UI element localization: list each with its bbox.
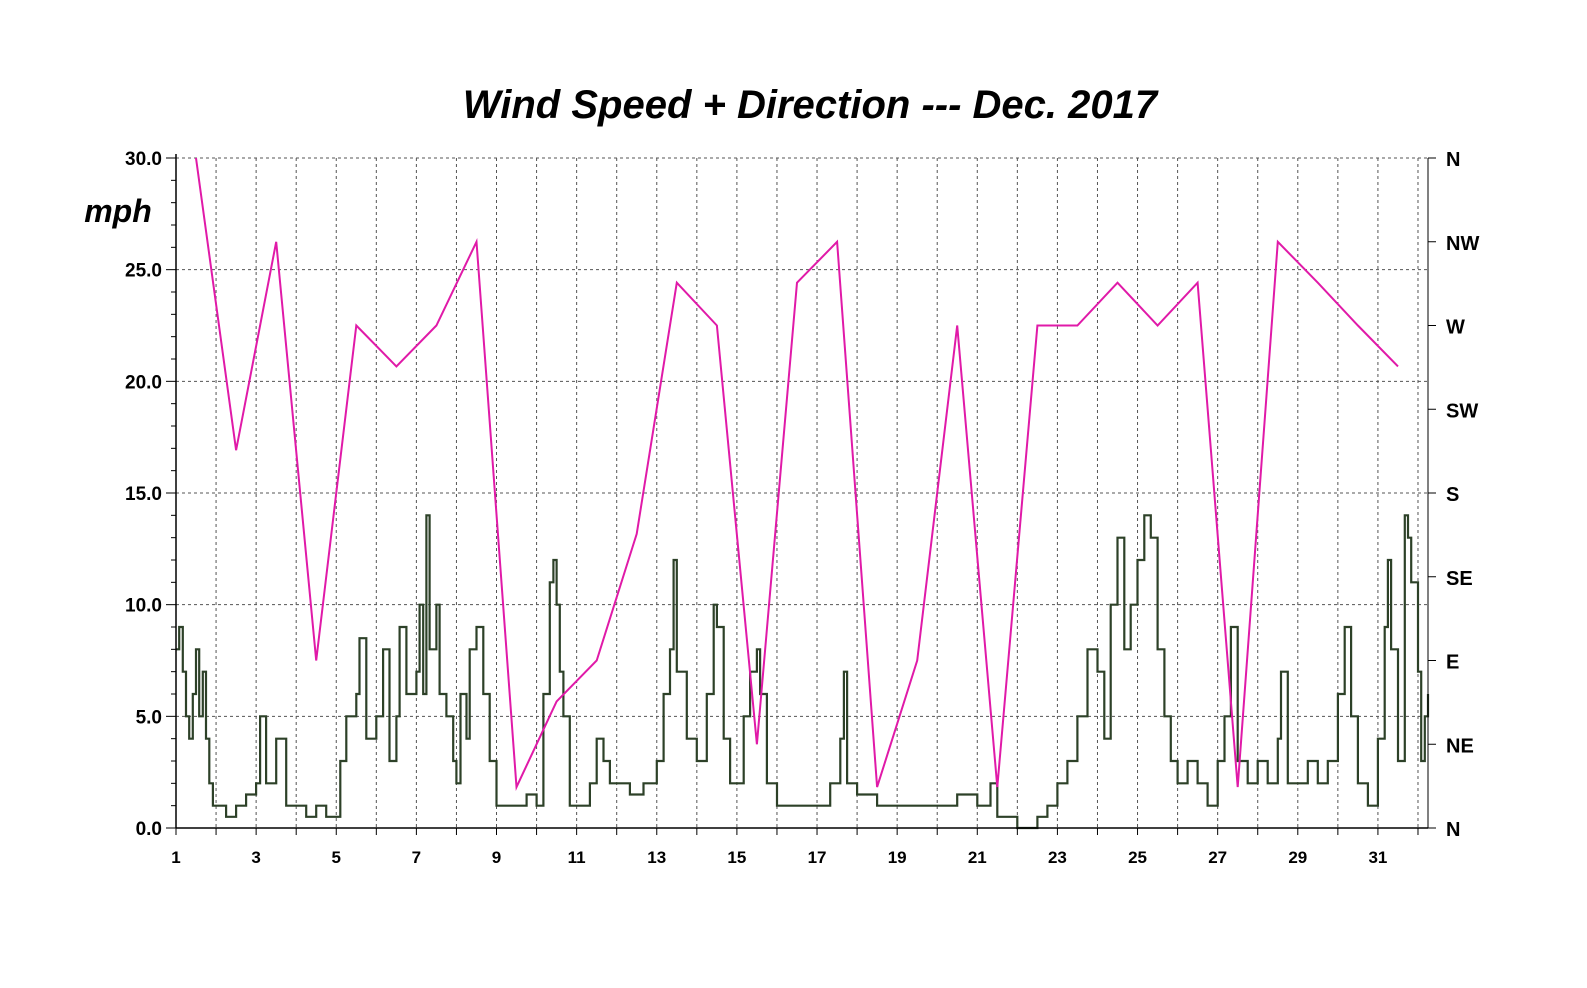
- direction-tick-label: N: [1446, 819, 1460, 841]
- x-tick-label: 23: [1048, 848, 1067, 867]
- speed-series: [176, 514, 1430, 830]
- x-tick-label: 5: [332, 848, 341, 867]
- direction-tick-label: E: [1446, 652, 1459, 674]
- speed-line: [176, 514, 1430, 830]
- y-tick-label: 0.0: [136, 819, 162, 840]
- x-tick-label: 3: [251, 848, 260, 867]
- y-tick-label: 20.0: [125, 372, 162, 393]
- direction-tick-label: NW: [1446, 233, 1479, 255]
- x-tick-label: 15: [727, 848, 746, 867]
- x-tick-label: 31: [1368, 848, 1387, 867]
- direction-series: [195, 157, 1399, 791]
- y-tick-label: 25.0: [125, 261, 162, 282]
- x-tick-label: 13: [647, 848, 666, 867]
- grid-lines: [176, 157, 1428, 828]
- y-tick-label: 5.0: [136, 707, 162, 728]
- direction-tick-label: SW: [1446, 400, 1478, 422]
- direction-tick-labels: N NE E SE S SW W NW N: [1446, 149, 1479, 841]
- axes: [166, 154, 1436, 835]
- direction-tick-label: N: [1446, 149, 1460, 171]
- y-tick-labels: 0.0 5.0 10.0 15.0 20.0 25.0 30.0: [125, 149, 162, 840]
- direction-tick-label: NE: [1446, 735, 1474, 757]
- y-axis-label: mph: [84, 193, 152, 229]
- y-tick-label: 10.0: [125, 596, 162, 617]
- direction-line: [195, 157, 1399, 791]
- chart-title: Wind Speed + Direction --- Dec. 2017: [463, 83, 1159, 127]
- x-tick-label: 19: [888, 848, 907, 867]
- x-tick-labels: 1 3 5 7 9 11 13 15 17 19 21 23 25 27 29 31: [171, 848, 1387, 867]
- x-tick-label: 1: [171, 848, 180, 867]
- direction-tick-label: S: [1446, 484, 1459, 506]
- x-tick-label: 27: [1208, 848, 1227, 867]
- direction-tick-label: SE: [1446, 568, 1473, 590]
- x-tick-label: 21: [968, 848, 987, 867]
- y-tick-label: 30.0: [125, 149, 162, 170]
- x-tick-label: 25: [1128, 848, 1147, 867]
- x-tick-label: 29: [1288, 848, 1307, 867]
- x-tick-label: 7: [412, 848, 421, 867]
- y-tick-label: 15.0: [125, 484, 162, 505]
- x-tick-label: 11: [568, 848, 586, 867]
- x-tick-label: 17: [808, 848, 827, 867]
- x-tick-label: 9: [492, 848, 501, 867]
- direction-tick-label: W: [1446, 317, 1465, 339]
